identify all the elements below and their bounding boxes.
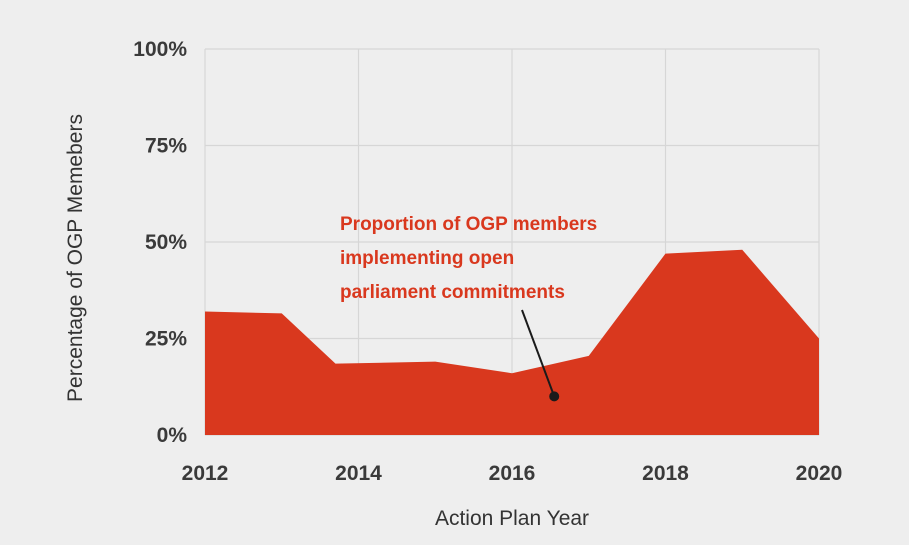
x-tick-label: 2016 [489,462,536,485]
annotation-line-1: Proportion of OGP members [340,214,597,235]
y-axis-ticks: 0% 25% 50% 75% 100% [133,38,187,447]
x-tick-label: 2014 [335,462,382,485]
annotation-line-2: implementing open [340,248,514,269]
x-tick-label: 2020 [796,462,843,485]
annotation: Proportion of OGP members implementing o… [340,214,597,402]
y-tick-label: 75% [145,135,187,158]
x-tick-label: 2012 [182,462,229,485]
y-tick-label: 0% [157,424,188,447]
annotation-line-3: parliament commitments [340,282,565,303]
x-axis-ticks: 2012 2014 2016 2018 2020 [182,462,843,485]
x-axis-title: Action Plan Year [435,507,589,530]
annotation-leader-line [521,309,556,397]
annotation-dot [549,391,560,402]
y-tick-label: 100% [133,38,187,61]
area-series [205,249,819,435]
x-tick-label: 2018 [642,462,689,485]
y-tick-label: 25% [145,328,187,351]
y-axis-title: Percentage of OGP Memebers [64,114,87,402]
area-fill [205,249,819,435]
y-tick-label: 50% [145,231,187,254]
